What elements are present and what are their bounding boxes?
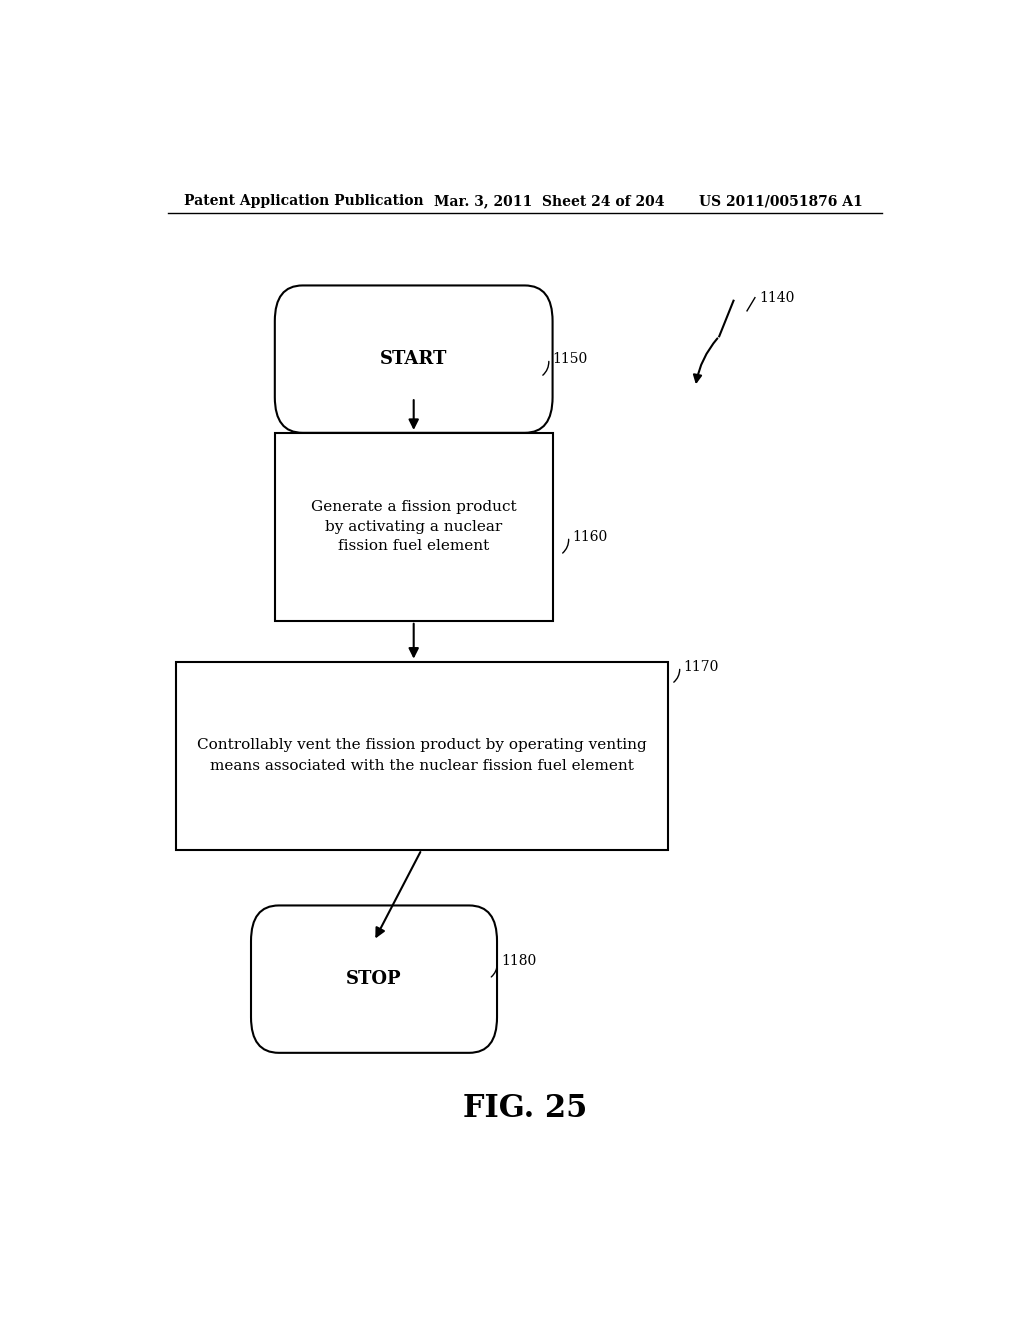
Text: STOP: STOP: [346, 970, 401, 989]
Text: US 2011/0051876 A1: US 2011/0051876 A1: [699, 194, 863, 209]
Text: Patent Application Publication: Patent Application Publication: [183, 194, 423, 209]
Text: START: START: [380, 350, 447, 368]
Bar: [274, 433, 553, 620]
Bar: [176, 661, 668, 850]
Text: 1140: 1140: [759, 290, 795, 305]
FancyBboxPatch shape: [251, 906, 497, 1053]
Text: 1150: 1150: [553, 351, 588, 366]
Text: FIG. 25: FIG. 25: [463, 1093, 587, 1125]
Text: 1160: 1160: [572, 529, 607, 544]
Text: 1180: 1180: [501, 954, 537, 969]
FancyBboxPatch shape: [274, 285, 553, 433]
Text: 1170: 1170: [684, 660, 719, 673]
Text: Mar. 3, 2011  Sheet 24 of 204: Mar. 3, 2011 Sheet 24 of 204: [433, 194, 664, 209]
Text: Generate a fission product
by activating a nuclear
fission fuel element: Generate a fission product by activating…: [311, 500, 516, 553]
Text: Controllably vent the fission product by operating venting
means associated with: Controllably vent the fission product by…: [197, 738, 646, 772]
